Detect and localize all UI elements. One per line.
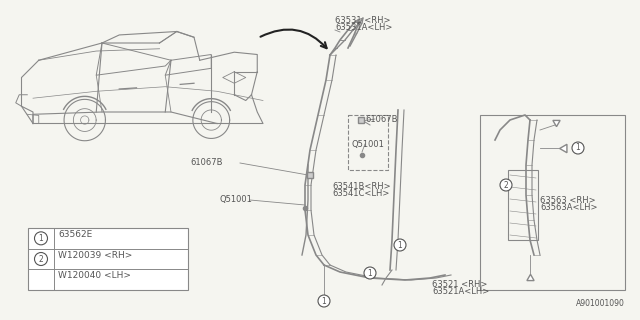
- Text: 61067B: 61067B: [365, 115, 397, 124]
- Bar: [28, 228, 188, 290]
- FancyArrowPatch shape: [260, 29, 326, 48]
- Text: 63541B<RH>: 63541B<RH>: [332, 182, 390, 191]
- Text: Q51001: Q51001: [220, 195, 253, 204]
- Bar: [480, 115, 625, 290]
- Text: 63541C<LH>: 63541C<LH>: [332, 189, 389, 198]
- Circle shape: [318, 295, 330, 307]
- Text: 63563 <RH>: 63563 <RH>: [540, 196, 596, 205]
- Circle shape: [572, 142, 584, 154]
- Text: 1: 1: [322, 297, 326, 306]
- Bar: [508, 170, 538, 240]
- Circle shape: [35, 232, 47, 245]
- Text: 1: 1: [367, 268, 372, 277]
- Text: 1: 1: [38, 234, 44, 243]
- Circle shape: [35, 252, 47, 266]
- Text: 2: 2: [38, 254, 44, 263]
- Text: 63521A<LH>: 63521A<LH>: [432, 287, 489, 296]
- Text: 63563A<LH>: 63563A<LH>: [540, 203, 598, 212]
- Text: 2: 2: [504, 180, 508, 189]
- Text: 1: 1: [397, 241, 403, 250]
- Text: 63531A<LH>: 63531A<LH>: [335, 23, 392, 32]
- Text: W120039 <RH>: W120039 <RH>: [58, 251, 132, 260]
- Bar: [348, 115, 388, 170]
- Text: 1: 1: [575, 143, 580, 153]
- Text: 61067B: 61067B: [190, 158, 223, 167]
- Circle shape: [364, 267, 376, 279]
- Text: 63521 <RH>: 63521 <RH>: [432, 280, 488, 289]
- Circle shape: [394, 239, 406, 251]
- Text: A901001090: A901001090: [576, 299, 625, 308]
- Text: Q51001: Q51001: [352, 140, 385, 149]
- Text: 63562E: 63562E: [58, 230, 92, 239]
- Circle shape: [500, 179, 512, 191]
- Text: W120040 <LH>: W120040 <LH>: [58, 271, 131, 280]
- Text: 63531 <RH>: 63531 <RH>: [335, 16, 390, 25]
